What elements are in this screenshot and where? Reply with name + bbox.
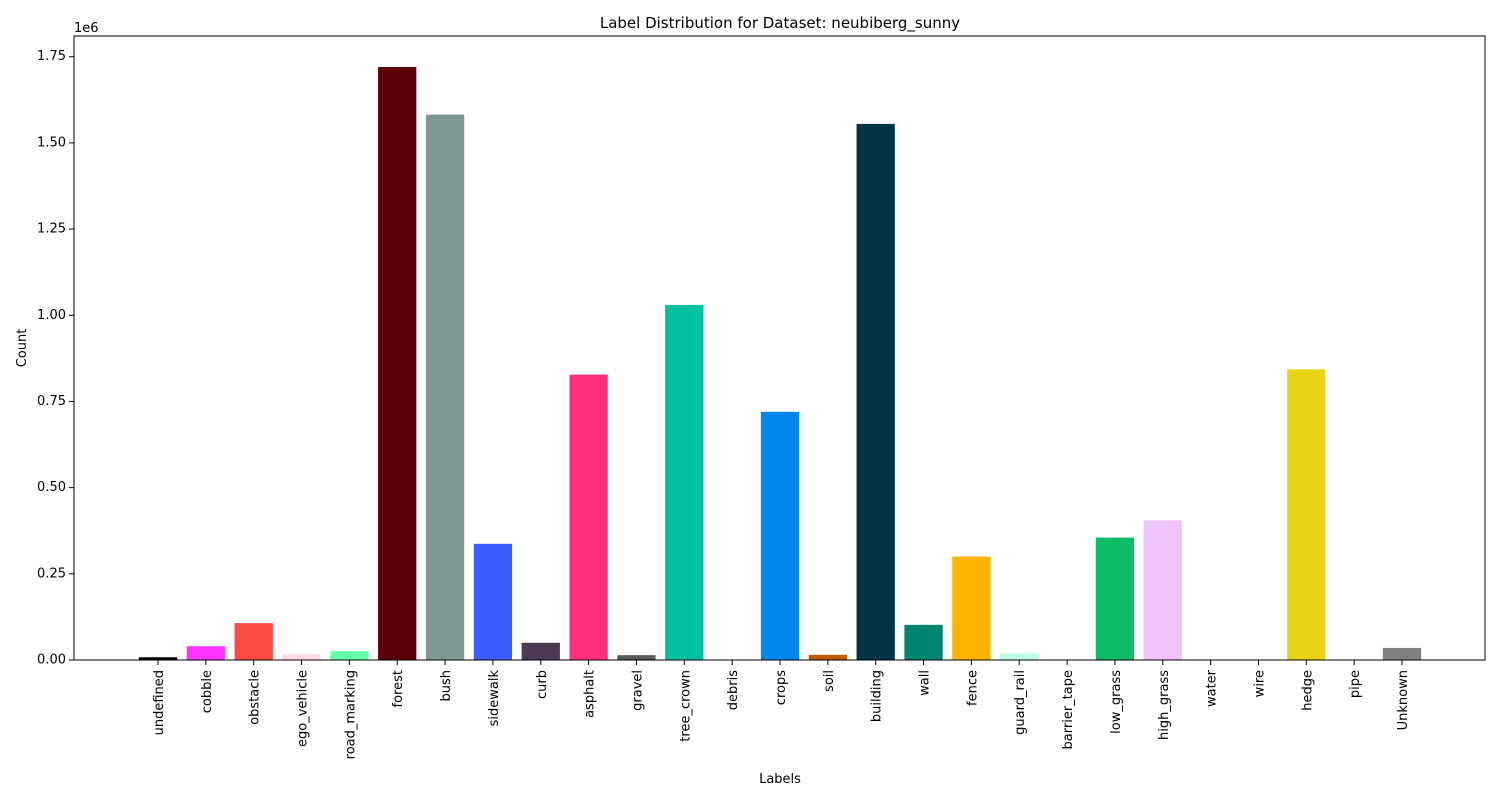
bar-fence: [952, 556, 991, 660]
bar-wall: [904, 624, 943, 660]
bar-tree_crown: [665, 304, 704, 660]
x-tick-label: Unknown: [1396, 670, 1411, 730]
bar-asphalt: [569, 374, 608, 660]
bar-sidewalk: [473, 543, 513, 660]
bar-undefined: [138, 657, 178, 660]
bar-guard_rail: [1000, 653, 1039, 660]
x-tick-label: high_grass: [1157, 670, 1172, 740]
x-tick-label: water: [1205, 669, 1220, 707]
bar-road_marking: [330, 651, 369, 660]
x-tick-label: cobble: [200, 670, 215, 713]
bar-Unknown: [1382, 647, 1422, 660]
y-ticks-group: 0.00 0.25 0.50 0.75 1.00 1.25 1.50 1.75: [37, 49, 74, 668]
bar-soil: [808, 654, 847, 660]
bar-high_grass: [1143, 520, 1182, 660]
y-tick-label: 0.50: [37, 480, 66, 495]
y-axis-title: Count: [15, 329, 30, 368]
bar-gravel: [617, 655, 656, 660]
x-tick-label: debris: [726, 670, 741, 710]
x-tick-label: pipe: [1348, 670, 1363, 698]
x-tick-label: fence: [965, 670, 980, 706]
x-tick-label: road_marking: [343, 670, 358, 759]
x-tick-label: sidewalk: [487, 670, 502, 727]
y-tick-label: 1.00: [37, 308, 66, 323]
y-tick-label: 1.75: [37, 49, 66, 64]
x-tick-label: wire: [1252, 670, 1267, 697]
bar-hedge: [1287, 369, 1326, 660]
x-tick-label: wall: [918, 670, 933, 696]
bar-curb: [521, 642, 560, 660]
x-tick-label: crops: [774, 670, 789, 705]
bar-obstacle: [234, 623, 273, 660]
y-tick-label: 1.25: [37, 222, 66, 237]
bar-low_grass: [1095, 537, 1135, 660]
bar-cobble: [186, 646, 225, 660]
x-tick-label: low_grass: [1109, 670, 1124, 734]
x-tick-label: guard_rail: [1013, 670, 1028, 735]
bar-building: [856, 123, 895, 660]
x-tick-label: asphalt: [583, 670, 598, 718]
x-ticks-group: undefined cobble obstacle ego_vehicle road_m…: [152, 660, 1411, 759]
x-tick-label: tree_crown: [678, 670, 693, 742]
chart-title: Label Distribution for Dataset: neubiber…: [600, 14, 960, 33]
x-tick-label: obstacle: [248, 670, 263, 725]
y-offset-text: 1e6: [74, 21, 99, 36]
x-axis-title: Labels: [759, 772, 801, 787]
bar-bush: [425, 114, 465, 661]
x-tick-label: soil: [822, 670, 837, 692]
y-tick-label: 0.25: [37, 566, 66, 581]
bars-group: [138, 67, 1422, 661]
x-tick-label: bush: [439, 670, 454, 702]
y-tick-label: 1.50: [37, 135, 66, 150]
x-tick-label: undefined: [152, 670, 167, 735]
y-tick-label: 0.00: [37, 653, 66, 668]
x-tick-label: curb: [535, 670, 550, 699]
bar-ego_vehicle: [282, 654, 321, 660]
x-tick-label: gravel: [630, 670, 645, 711]
plot-frame: [73, 35, 1486, 661]
bar-crops: [760, 411, 800, 660]
y-tick-label: 0.75: [37, 394, 66, 409]
x-tick-label: barrier_tape: [1061, 670, 1076, 749]
bar-forest: [378, 67, 417, 660]
x-tick-label: hedge: [1300, 670, 1315, 711]
x-tick-label: ego_vehicle: [296, 670, 311, 747]
x-tick-label: forest: [391, 670, 406, 707]
x-tick-label: building: [870, 670, 885, 722]
